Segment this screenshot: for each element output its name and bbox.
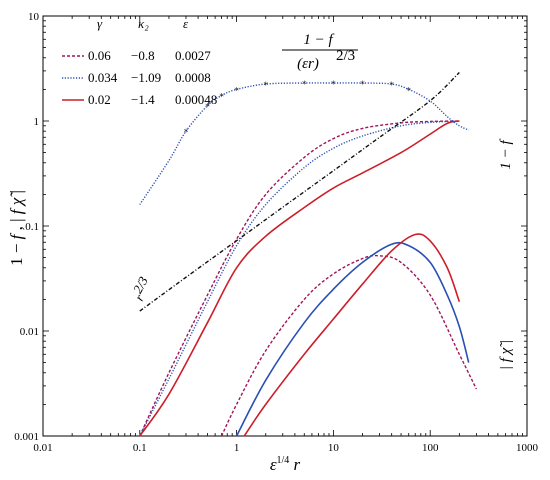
legend-row2-epsilon: 0.0008 <box>175 70 211 85</box>
y-tick-label: 0.01 <box>20 326 39 338</box>
x-tick-label: 0.01 <box>33 442 52 454</box>
right-label-one-minus-f: 1 − f <box>498 139 514 170</box>
legend-header-gamma: γ <box>97 16 103 31</box>
ratio-exponent: 2/3 <box>336 48 355 64</box>
series-line-7 <box>139 82 470 205</box>
legend-row3-gamma: 0.02 <box>88 92 111 107</box>
axis-ticks <box>42 16 527 437</box>
ratio-denominator: (εr) <box>297 56 319 72</box>
series-line-1 <box>139 120 460 437</box>
y-axis-label: 1 − f , | f χ̃ | <box>7 190 26 266</box>
legend-row2-kappa: −1.09 <box>131 70 161 85</box>
legend-row1-kappa: −0.8 <box>131 48 155 63</box>
power-law-exponent: 2/3 <box>130 274 151 296</box>
star-marker: * <box>302 80 307 90</box>
series-line-6 <box>243 233 461 437</box>
legend-row1-epsilon: 0.0027 <box>175 48 211 63</box>
right-label-abs-f-chi: | f χ̃ | <box>498 340 514 370</box>
ratio-numerator: 1 − f <box>303 32 334 48</box>
y-tick-label: 0.001 <box>14 431 39 443</box>
star-marker: * <box>331 80 336 90</box>
series-line-4 <box>220 254 478 437</box>
y-tick-label: 1 <box>34 116 40 128</box>
star-marker: * <box>360 80 365 90</box>
legend-row2-gamma: 0.034 <box>88 70 118 85</box>
legend-header-epsilon: ε <box>183 16 189 31</box>
power-law-annotation: r 2/3 <box>130 274 151 304</box>
legend-header-kappa: κ₂ <box>138 16 149 31</box>
series-line-5 <box>235 241 470 437</box>
star-markers: * * * * * * * * * * <box>184 80 412 138</box>
x-tick-label: 100 <box>422 442 439 454</box>
star-marker: * <box>234 86 239 96</box>
x-tick-label: 0.1 <box>133 442 147 454</box>
star-marker: * <box>205 103 210 113</box>
series-line-3 <box>139 120 460 437</box>
series-line-2 <box>139 120 460 437</box>
series-layer <box>139 71 478 437</box>
star-marker: * <box>263 81 268 91</box>
y-tick-label: 10 <box>28 11 40 23</box>
series-line-8 <box>139 71 460 312</box>
star-marker: * <box>219 92 224 102</box>
legend-row1-gamma: 0.06 <box>88 48 111 63</box>
x-tick-label: 10 <box>328 442 340 454</box>
y-tick-label: 0.1 <box>25 221 39 233</box>
ratio-annotation: 1 − f (εr) 2/3 <box>282 32 358 72</box>
star-marker: * <box>406 86 411 96</box>
x-tick-label: 1000 <box>516 442 539 454</box>
legend-row3-kappa: −1.4 <box>131 92 155 107</box>
legend-row3-epsilon: 0.00048 <box>175 92 217 107</box>
legend: γ κ₂ ε 0.06 −0.8 0.0027 0.034 −1.09 0.00… <box>62 16 217 107</box>
star-marker: * <box>184 128 189 138</box>
x-axis-label: ε1/4 r <box>270 455 301 474</box>
star-marker: * <box>389 81 394 91</box>
x-tick-label: 1 <box>234 442 240 454</box>
